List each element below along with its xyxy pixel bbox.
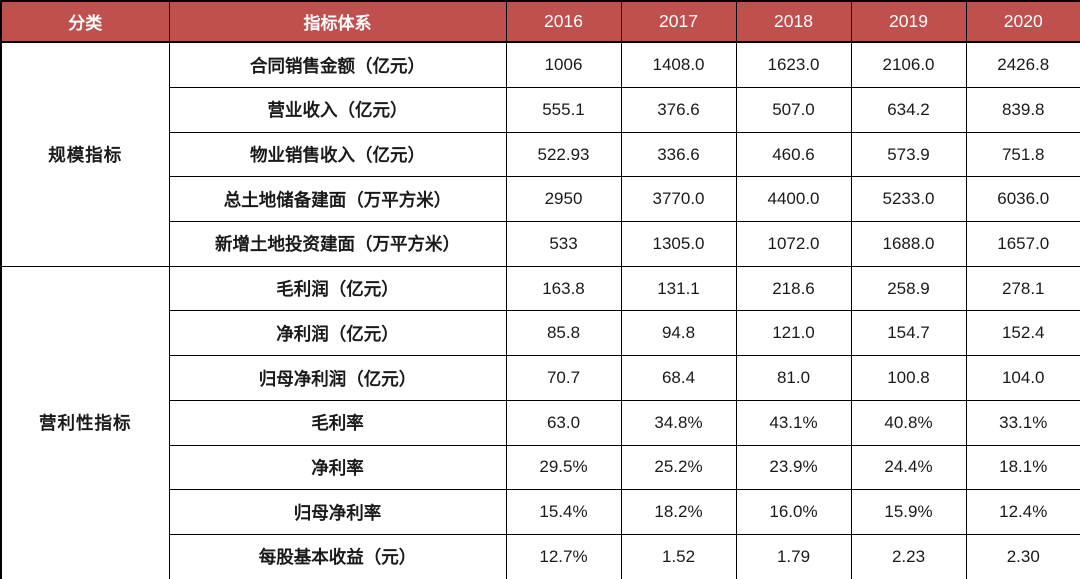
value-cell: 25.2% xyxy=(620,444,737,491)
table-row: 归母净利润（亿元） 70.7 68.4 81.0 100.8 104.0 xyxy=(1,355,1080,401)
value-cell: 278.1 xyxy=(965,265,1080,312)
category-cell: 营利性指标 xyxy=(0,265,170,579)
table-header: 分类 指标体系 2016 2017 2018 2019 2020 xyxy=(0,0,1080,43)
header-year-2017: 2017 xyxy=(620,0,737,43)
table-row: 营业收入（亿元） 555.1 376.6 507.0 634.2 839.8 xyxy=(1,87,1080,133)
value-cell: 573.9 xyxy=(850,131,967,178)
value-cell: 507.0 xyxy=(735,87,852,133)
value-cell: 2426.8 xyxy=(965,41,1080,89)
value-cell: 1408.0 xyxy=(620,41,737,89)
value-cell: 751.8 xyxy=(965,131,1080,178)
header-year-2018: 2018 xyxy=(735,0,852,43)
header-year-2016: 2016 xyxy=(505,0,622,43)
value-cell: 1.52 xyxy=(620,533,737,579)
indicator-cell: 合同销售金额（亿元） xyxy=(168,41,507,89)
value-cell: 1072.0 xyxy=(735,221,852,267)
indicator-cell: 物业销售收入（亿元） xyxy=(168,131,507,178)
value-cell: 460.6 xyxy=(735,131,852,178)
indicator-cell: 总土地储备建面（万平方米） xyxy=(168,176,507,223)
value-cell: 634.2 xyxy=(850,87,967,133)
value-cell: 839.8 xyxy=(965,87,1080,133)
value-cell: 5233.0 xyxy=(850,176,967,223)
value-cell: 12.4% xyxy=(965,489,1080,535)
value-cell: 1.79 xyxy=(735,533,852,579)
value-cell: 15.9% xyxy=(850,489,967,535)
value-cell: 152.4 xyxy=(965,310,1080,357)
value-cell: 18.1% xyxy=(965,444,1080,491)
value-cell: 2106.0 xyxy=(850,41,967,89)
value-cell: 23.9% xyxy=(735,444,852,491)
indicator-cell: 新增土地投资建面（万平方米） xyxy=(168,221,507,267)
value-cell: 2950 xyxy=(505,176,622,223)
value-cell: 1657.0 xyxy=(965,221,1080,267)
value-cell: 1006 xyxy=(505,41,622,89)
value-cell: 163.8 xyxy=(505,265,622,312)
value-cell: 85.8 xyxy=(505,310,622,357)
value-cell: 376.6 xyxy=(620,87,737,133)
value-cell: 68.4 xyxy=(620,355,737,401)
indicator-cell: 归母净利润（亿元） xyxy=(168,355,507,401)
indicator-cell: 每股基本收益（元） xyxy=(168,533,507,579)
header-row: 分类 指标体系 2016 2017 2018 2019 2020 xyxy=(0,0,1080,43)
value-cell: 12.7% xyxy=(505,533,622,579)
value-cell: 6036.0 xyxy=(965,176,1080,223)
value-cell: 555.1 xyxy=(505,87,622,133)
indicator-cell: 毛利润（亿元） xyxy=(168,265,507,312)
value-cell: 1305.0 xyxy=(620,221,737,267)
value-cell: 34.8% xyxy=(620,399,737,446)
value-cell: 33.1% xyxy=(965,399,1080,446)
value-cell: 18.2% xyxy=(620,489,737,535)
indicator-cell: 营业收入（亿元） xyxy=(168,87,507,133)
value-cell: 24.4% xyxy=(850,444,967,491)
value-cell: 43.1% xyxy=(735,399,852,446)
value-cell: 258.9 xyxy=(850,265,967,312)
value-cell: 104.0 xyxy=(965,355,1080,401)
indicator-cell: 归母净利率 xyxy=(168,489,507,535)
value-cell: 63.0 xyxy=(505,399,622,446)
value-cell: 336.6 xyxy=(620,131,737,178)
table-row: 新增土地投资建面（万平方米） 533 1305.0 1072.0 1688.0 1657.… xyxy=(1,221,1080,267)
value-cell: 100.8 xyxy=(850,355,967,401)
value-cell: 4400.0 xyxy=(735,176,852,223)
header-year-2019: 2019 xyxy=(850,0,967,43)
table-row: 营利性指标 毛利润（亿元） 163.8 131.1 218.6 258.9 278.1 xyxy=(0,265,1080,579)
value-cell: 121.0 xyxy=(735,310,852,357)
indicator-cell: 净利率 xyxy=(168,444,507,491)
value-cell: 81.0 xyxy=(735,355,852,401)
indicator-cell: 毛利率 xyxy=(168,399,507,446)
value-cell: 70.7 xyxy=(505,355,622,401)
value-cell: 40.8% xyxy=(850,399,967,446)
value-cell: 94.8 xyxy=(620,310,737,357)
value-cell: 533 xyxy=(505,221,622,267)
value-cell: 522.93 xyxy=(505,131,622,178)
table-row: 总土地储备建面（万平方米） 2950 3770.0 4400.0 5233.0 6036.… xyxy=(1,176,1080,223)
value-cell: 2.30 xyxy=(965,533,1080,579)
value-cell: 1623.0 xyxy=(735,41,852,89)
table-body: 规模指标 合同销售金额（亿元） 1006 1408.0 1623.0 2106.0 2426… xyxy=(0,41,1080,579)
table-row: 净利率 29.5% 25.2% 23.9% 24.4% 18.1% xyxy=(1,444,1080,491)
value-cell: 131.1 xyxy=(620,265,737,312)
table-row: 物业销售收入（亿元） 522.93 336.6 460.6 573.9 751.8 xyxy=(1,131,1080,178)
header-year-2020: 2020 xyxy=(965,0,1080,43)
value-cell: 154.7 xyxy=(850,310,967,357)
table-row: 规模指标 合同销售金额（亿元） 1006 1408.0 1623.0 2106.0 2426… xyxy=(0,41,1080,267)
value-cell: 2.23 xyxy=(850,533,967,579)
table-row: 归母净利率 15.4% 18.2% 16.0% 15.9% 12.4% xyxy=(1,489,1080,535)
value-cell: 1688.0 xyxy=(850,221,967,267)
header-category: 分类 xyxy=(0,0,170,43)
indicator-cell: 净利润（亿元） xyxy=(168,310,507,357)
table-row: 每股基本收益（元） 12.7% 1.52 1.79 2.23 2.30 xyxy=(1,533,1080,579)
value-cell: 16.0% xyxy=(735,489,852,535)
category-cell: 规模指标 xyxy=(0,41,170,267)
value-cell: 29.5% xyxy=(505,444,622,491)
header-indicator-system: 指标体系 xyxy=(168,0,507,43)
value-cell: 15.4% xyxy=(505,489,622,535)
value-cell: 3770.0 xyxy=(620,176,737,223)
value-cell: 218.6 xyxy=(735,265,852,312)
